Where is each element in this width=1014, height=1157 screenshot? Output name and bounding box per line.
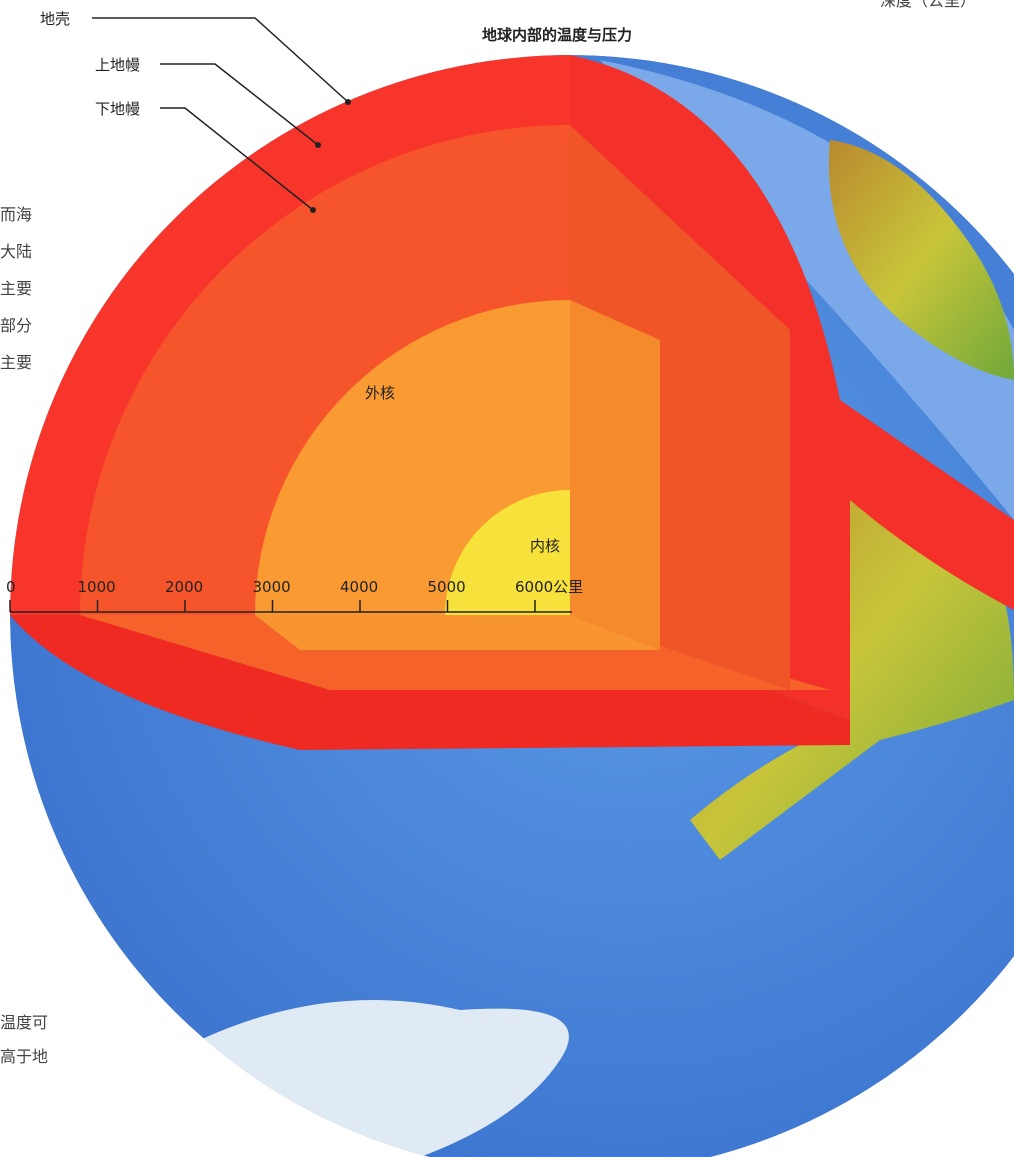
side-fragment: 部分	[0, 316, 32, 335]
scale-label: 4000	[340, 578, 378, 596]
label-lower-mantle: 下地幔	[95, 100, 140, 118]
side-fragment: 大陆	[0, 242, 32, 261]
bottom-fragment: 温度可	[0, 1013, 48, 1032]
scale-label: 6000公里	[515, 578, 583, 596]
leader	[92, 17, 349, 103]
core-face	[570, 300, 660, 650]
scale-label: 1000	[78, 578, 116, 596]
mantle-face	[80, 615, 830, 690]
label-inner-core: 内核	[530, 537, 560, 555]
label-upper-mantle: 上地幔	[95, 56, 140, 74]
leader-dot	[345, 99, 351, 105]
globe	[10, 55, 1014, 1157]
side-fragment: 主要	[0, 353, 32, 372]
scale-label: 2000	[165, 578, 203, 596]
side-fragment: 主要	[0, 279, 32, 298]
label-crust: 地壳	[40, 10, 70, 28]
bottom-fragment: 高于地	[0, 1047, 48, 1066]
scale-label: 5000	[428, 578, 466, 596]
land	[828, 140, 1014, 380]
scale: 0 1000 2000 3000 4000 5000 6000公里	[6, 578, 583, 613]
inner-core	[445, 490, 570, 615]
core-face	[255, 615, 660, 650]
scale-label: 3000	[253, 578, 291, 596]
side-fragment: 而海	[0, 205, 32, 224]
scale-label: 0	[6, 578, 16, 596]
leader-dot	[315, 142, 321, 148]
label-outer-core: 外核	[365, 384, 395, 402]
title: 地球内部的温度与压力	[482, 26, 632, 44]
leader	[160, 63, 319, 146]
corner-text: 深度（公里）	[880, 0, 976, 10]
leader-dot	[310, 207, 316, 213]
leader	[160, 107, 314, 211]
